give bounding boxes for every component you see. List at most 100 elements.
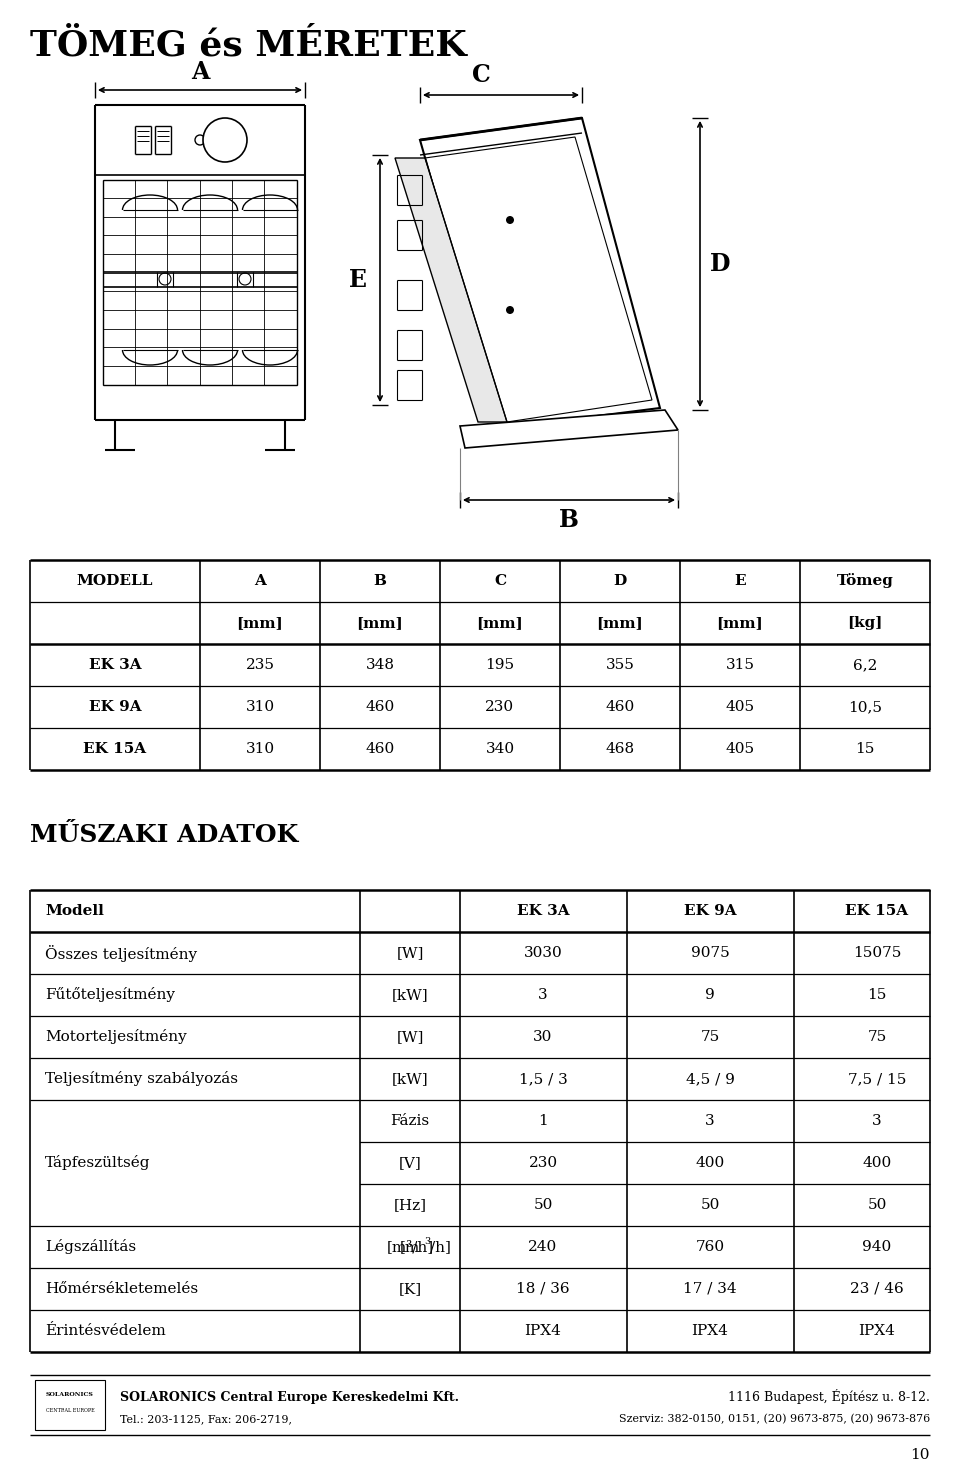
Text: SOLARONICS: SOLARONICS	[46, 1392, 94, 1398]
Text: 75: 75	[701, 1031, 720, 1044]
Text: Teljesítmény szabályozás: Teljesítmény szabályozás	[45, 1072, 238, 1086]
Text: MODELL: MODELL	[77, 575, 154, 588]
Text: A: A	[254, 575, 266, 588]
Text: 50: 50	[534, 1197, 553, 1212]
Polygon shape	[460, 409, 678, 447]
Text: Fűtőteljesítmény: Fűtőteljesítmény	[45, 987, 175, 1003]
Circle shape	[203, 118, 247, 162]
Text: 315: 315	[726, 658, 755, 673]
Text: C: C	[471, 63, 491, 88]
Text: EK 9A: EK 9A	[88, 700, 141, 713]
Text: Tel.: 203-1125, Fax: 206-2719,: Tel.: 203-1125, Fax: 206-2719,	[120, 1414, 292, 1424]
Text: CENTRAL EUROPE: CENTRAL EUROPE	[46, 1408, 94, 1412]
Text: B: B	[373, 575, 387, 588]
Text: [mm]: [mm]	[596, 616, 643, 630]
Text: 310: 310	[246, 743, 275, 756]
Text: [kW]: [kW]	[392, 988, 428, 1001]
Text: Fázis: Fázis	[391, 1114, 429, 1129]
Text: 15075: 15075	[852, 946, 901, 961]
Text: 340: 340	[486, 743, 515, 756]
Text: 23 / 46: 23 / 46	[851, 1282, 904, 1295]
Text: /h]: /h]	[430, 1240, 451, 1254]
Text: [m: [m	[400, 1240, 420, 1254]
Text: 460: 460	[366, 700, 395, 713]
Text: 3030: 3030	[523, 946, 563, 961]
Text: [mm]: [mm]	[236, 616, 283, 630]
Text: A: A	[191, 60, 209, 83]
Text: E: E	[349, 268, 367, 292]
Text: 348: 348	[366, 658, 395, 673]
Text: 400: 400	[695, 1156, 725, 1170]
Text: [K]: [K]	[398, 1282, 421, 1295]
Polygon shape	[395, 158, 507, 423]
Text: [kW]: [kW]	[392, 1072, 428, 1086]
Text: 6,2: 6,2	[852, 658, 877, 673]
Text: Szerviz: 382-0150, 0151, (20) 9673-875, (20) 9673-876: Szerviz: 382-0150, 0151, (20) 9673-875, …	[619, 1414, 930, 1424]
Text: 235: 235	[246, 658, 275, 673]
Text: Érintésvédelem: Érintésvédelem	[45, 1325, 166, 1338]
Circle shape	[506, 216, 514, 224]
Text: 1116 Budapest, Építész u. 8-12.: 1116 Budapest, Építész u. 8-12.	[728, 1389, 930, 1405]
Text: D: D	[709, 251, 731, 276]
Text: 15: 15	[855, 743, 875, 756]
Text: 9075: 9075	[690, 946, 730, 961]
Text: [Hz]: [Hz]	[394, 1197, 426, 1212]
Text: 3: 3	[873, 1114, 882, 1129]
Text: 10: 10	[910, 1447, 930, 1462]
Text: 230: 230	[528, 1156, 558, 1170]
Text: 310: 310	[246, 700, 275, 713]
Text: 30: 30	[534, 1031, 553, 1044]
Text: EK 9A: EK 9A	[684, 904, 736, 918]
Text: [mm]: [mm]	[716, 616, 763, 630]
Text: IPX4: IPX4	[524, 1325, 562, 1338]
Text: 3: 3	[706, 1114, 715, 1129]
Text: 240: 240	[528, 1240, 558, 1254]
Polygon shape	[420, 118, 660, 428]
Text: TÖMEG és MÉRETEK: TÖMEG és MÉRETEK	[30, 28, 467, 61]
Text: 50: 50	[867, 1197, 887, 1212]
Text: 468: 468	[606, 743, 635, 756]
Text: EK 3A: EK 3A	[516, 904, 569, 918]
Circle shape	[506, 306, 514, 314]
Text: 17 / 34: 17 / 34	[684, 1282, 737, 1295]
Text: 1: 1	[539, 1114, 548, 1129]
Text: 405: 405	[726, 743, 755, 756]
Text: 50: 50	[700, 1197, 720, 1212]
Text: Tápfeszültség: Tápfeszültség	[45, 1155, 151, 1171]
Text: MŰSZAKI ADATOK: MŰSZAKI ADATOK	[30, 823, 299, 846]
Text: 10,5: 10,5	[848, 700, 882, 713]
Text: Hőmérsékletemelés: Hőmérsékletemelés	[45, 1282, 198, 1295]
Text: [mm]: [mm]	[476, 616, 523, 630]
Text: [W]: [W]	[396, 946, 423, 961]
Text: 230: 230	[486, 700, 515, 713]
Text: EK 15A: EK 15A	[84, 743, 147, 756]
Text: SOLARONICS Central Europe Kereskedelmi Kft.: SOLARONICS Central Europe Kereskedelmi K…	[120, 1390, 459, 1404]
Text: 940: 940	[862, 1240, 892, 1254]
Text: 355: 355	[606, 658, 635, 673]
Text: 75: 75	[868, 1031, 887, 1044]
Text: 7,5 / 15: 7,5 / 15	[848, 1072, 906, 1086]
Text: Tömeg: Tömeg	[836, 573, 894, 589]
Text: IPX4: IPX4	[858, 1325, 896, 1338]
Text: 18 / 36: 18 / 36	[516, 1282, 570, 1295]
Text: Motorteljesítmény: Motorteljesítmény	[45, 1029, 187, 1044]
Text: 15: 15	[867, 988, 887, 1001]
Text: EK 15A: EK 15A	[846, 904, 908, 918]
Text: 9: 9	[706, 988, 715, 1001]
Text: [kg]: [kg]	[848, 616, 882, 630]
Text: 460: 460	[366, 743, 395, 756]
Text: Légszállítás: Légszállítás	[45, 1240, 136, 1254]
Text: [mm]: [mm]	[356, 616, 403, 630]
Text: C: C	[494, 575, 506, 588]
Text: IPX4: IPX4	[691, 1325, 729, 1338]
Text: 1,5 / 3: 1,5 / 3	[518, 1072, 567, 1086]
Text: [W]: [W]	[396, 1031, 423, 1044]
Text: E: E	[734, 575, 746, 588]
Text: 460: 460	[606, 700, 635, 713]
Text: Modell: Modell	[45, 904, 104, 918]
Text: 195: 195	[486, 658, 515, 673]
Text: 3: 3	[424, 1237, 430, 1246]
Text: EK 3A: EK 3A	[88, 658, 141, 673]
Text: 4,5 / 9: 4,5 / 9	[685, 1072, 734, 1086]
Text: [V]: [V]	[398, 1156, 421, 1170]
